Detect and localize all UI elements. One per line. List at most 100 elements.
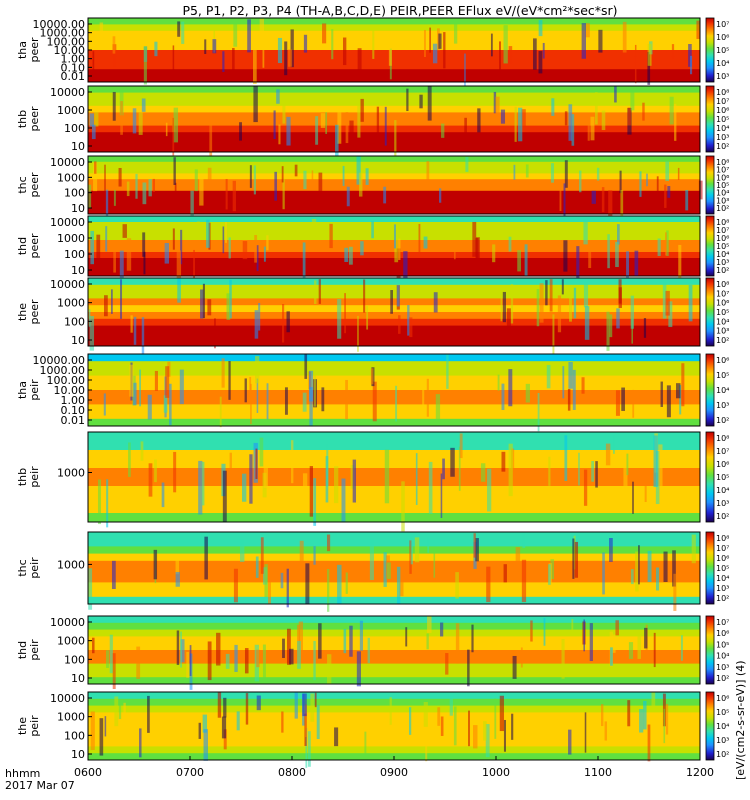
spectrum-stripe	[232, 180, 236, 212]
spectrum-stripe	[564, 435, 568, 481]
spectrum-band	[88, 670, 700, 678]
colorbar-tick-label: 10³	[716, 133, 729, 142]
spectrum-stripe	[396, 566, 401, 604]
spectrum-band	[88, 208, 700, 215]
spectrum-stripe	[506, 308, 511, 342]
spectrum-stripe	[561, 279, 564, 295]
colorbar-tick-label: 10³	[716, 401, 729, 410]
spectrum-stripe	[665, 290, 670, 316]
spectrum-band	[88, 179, 700, 186]
spectrum-stripe	[129, 364, 134, 397]
x-tick-label: 0700	[176, 766, 204, 779]
spectrum-stripe	[331, 29, 334, 60]
spectrum-stripe	[109, 634, 113, 674]
spectrum-stripe	[221, 716, 227, 739]
spectrum-stripe	[106, 650, 109, 668]
spectrum-stripe	[508, 46, 513, 64]
spectrum-stripe	[203, 729, 208, 761]
spectrum-band	[88, 698, 700, 707]
spectrum-stripe	[233, 568, 238, 603]
y-tick-label: 10	[71, 334, 85, 347]
spectrum-stripe	[327, 654, 332, 684]
spectrum-stripe	[286, 116, 291, 146]
spectrum-stripe	[299, 540, 304, 570]
colorbar-tick-label: 10²	[716, 674, 729, 683]
panel-thb-peir: 1000 thbpeir 10⁸ 10⁷ 10⁶ 10⁵ 10⁴ 10³ 10²	[16, 431, 729, 532]
colorbar-tick-label: 10⁶	[716, 33, 729, 42]
spectrum-stripe	[94, 112, 99, 127]
spectrum-stripe	[154, 459, 157, 483]
spectrum-stripe	[568, 104, 573, 141]
spectrum-stripe	[198, 460, 203, 515]
spectrum-stripe	[443, 32, 446, 69]
spectrum-stripe	[179, 369, 184, 405]
spectrum-stripe	[322, 23, 327, 44]
spectrum-stripe	[631, 318, 634, 344]
spectrum-stripe	[286, 311, 290, 333]
time-axis: 0600 0700 0800 0900 1000 1100 1200	[74, 756, 714, 779]
spectrum-stripe	[277, 37, 283, 64]
spectrum-stripe	[678, 244, 682, 281]
spectrum-band	[88, 643, 700, 651]
spectrum-stripe	[175, 572, 180, 587]
spectrum-stripe	[202, 283, 205, 319]
spectrum-stripe	[634, 250, 639, 276]
y-tick-label: 1000	[57, 635, 85, 648]
spectrum-stripe	[495, 96, 500, 123]
spectrum-stripe	[99, 718, 104, 756]
spectrum-stripe	[483, 721, 487, 741]
spectrum-stripe	[284, 41, 288, 76]
spectrum-stripe	[581, 377, 585, 394]
spectrum-stripe	[674, 103, 677, 141]
spectrum-stripe	[281, 711, 284, 733]
spectrum-stripe	[426, 633, 429, 650]
y-tick-label: 10000	[50, 692, 85, 705]
spectrum-stripe	[337, 564, 342, 604]
spectrum-band	[88, 705, 700, 713]
spectrum-stripe	[642, 102, 645, 121]
spectrum-stripe	[126, 238, 132, 271]
spectrum-stripe	[345, 112, 349, 144]
spectrum-stripe	[646, 173, 648, 187]
colorbar-tick-label: 10³	[716, 499, 729, 508]
spectrum-stripe	[291, 440, 294, 484]
spectrum-stripe	[414, 537, 420, 563]
spectrum-stripe	[143, 46, 147, 85]
spectrum-stripe	[423, 236, 428, 249]
spectrum-stripe	[610, 647, 613, 666]
spectrum-stripe	[591, 461, 595, 482]
spectrum-stripe	[297, 640, 301, 669]
spectrum-stripe	[304, 354, 308, 379]
spectrum-stripe	[422, 380, 425, 414]
spectrum-stripe	[573, 287, 577, 319]
spectrum-stripe	[696, 20, 700, 39]
spectrum-stripe	[253, 165, 256, 195]
spectrum-stripe	[228, 237, 231, 259]
spectrum-stripe	[302, 693, 307, 717]
spectrum-stripe	[677, 167, 680, 180]
colorbar-tick-label: 10²	[716, 336, 729, 345]
y-tick-label: 0.01	[61, 70, 86, 83]
spectrum-stripe	[139, 369, 141, 407]
colorbar-tick-label: 10⁸	[716, 158, 729, 167]
spectrum-stripe	[487, 468, 492, 512]
spectrum-band	[88, 216, 700, 223]
spectrum-band	[88, 441, 700, 451]
spectrum-band	[88, 459, 700, 469]
colorbar-tick-label: 10⁴	[716, 250, 729, 259]
colorbar-tick-label: 10⁶	[716, 554, 729, 563]
spectrum-band	[88, 291, 700, 299]
spectrum-stripe	[147, 394, 152, 420]
spectrum-stripe	[521, 559, 527, 603]
spectrum-stripe	[273, 110, 276, 140]
spectrum-stripe	[260, 537, 264, 574]
spectrum-stripe	[142, 182, 147, 205]
spectrum-stripe	[680, 635, 683, 661]
spectrum-stripe	[453, 19, 458, 44]
spectrum-stripe	[302, 473, 308, 508]
spectrum-stripe	[262, 36, 265, 68]
spectrum-stripe	[604, 721, 608, 741]
spectrum-stripe	[513, 164, 516, 180]
spectrum-stripe	[253, 86, 258, 123]
y-tick-label: 10	[71, 748, 85, 761]
